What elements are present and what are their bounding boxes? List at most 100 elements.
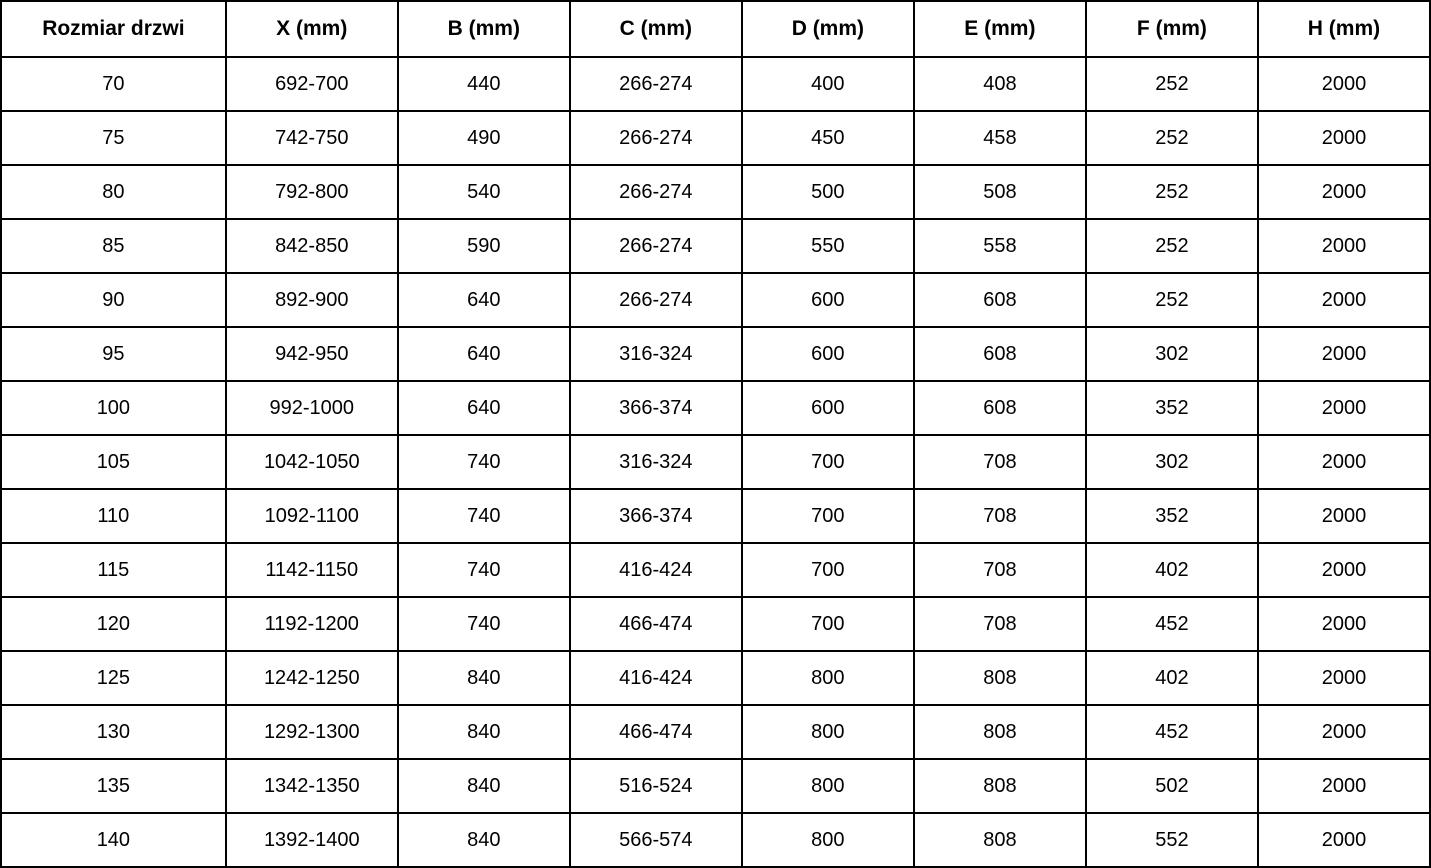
table-cell: 500 [740, 164, 915, 220]
table-cell: 1192-1200 [224, 596, 399, 652]
table-cell: 408 [912, 56, 1087, 112]
table-cell: 700 [740, 434, 915, 490]
table-cell: 608 [912, 272, 1087, 328]
table-cell: 800 [740, 758, 915, 814]
table-cell: 608 [912, 380, 1087, 436]
table-cell: 110 [0, 488, 227, 544]
table-cell: 708 [912, 542, 1087, 598]
table-cell: 800 [740, 650, 915, 706]
table-cell: 800 [740, 812, 915, 868]
table-cell: 85 [0, 218, 227, 274]
table-cell: 1342-1350 [224, 758, 399, 814]
table-cell: 800 [740, 704, 915, 760]
table-cell: 416-424 [568, 650, 743, 706]
table-cell: 502 [1084, 758, 1259, 814]
table-cell: 2000 [1256, 812, 1431, 868]
table-cell: 302 [1084, 326, 1259, 382]
table-cell: 692-700 [224, 56, 399, 112]
table-header: Rozmiar drzwi X (mm) B (mm) C (mm) D (mm) E (… [0, 0, 1431, 58]
table-cell: 458 [912, 110, 1087, 166]
table-cell: 608 [912, 326, 1087, 382]
table-cell: 266-274 [568, 272, 743, 328]
table-cell: 120 [0, 596, 227, 652]
table-row: 105 1042-1050 740 316-324 700 708 302 2000 [0, 434, 1431, 490]
table-row: 80 792-800 540 266-274 500 508 252 2000 [0, 164, 1431, 220]
table-cell: 2000 [1256, 542, 1431, 598]
table-cell: 402 [1084, 542, 1259, 598]
table-cell: 266-274 [568, 218, 743, 274]
table-cell: 440 [396, 56, 571, 112]
table-cell: 640 [396, 380, 571, 436]
table-cell: 2000 [1256, 596, 1431, 652]
table-cell: 1242-1250 [224, 650, 399, 706]
table-cell: 252 [1084, 272, 1259, 328]
table-cell: 252 [1084, 164, 1259, 220]
table-cell: 708 [912, 596, 1087, 652]
table-row: 95 942-950 640 316-324 600 608 302 2000 [0, 326, 1431, 382]
table-cell: 558 [912, 218, 1087, 274]
table-cell: 590 [396, 218, 571, 274]
table-cell: 808 [912, 650, 1087, 706]
table-cell: 466-474 [568, 704, 743, 760]
table-cell: 95 [0, 326, 227, 382]
table-cell: 400 [740, 56, 915, 112]
table-cell: 2000 [1256, 380, 1431, 436]
table-cell: 466-474 [568, 596, 743, 652]
table-cell: 352 [1084, 380, 1259, 436]
table-cell: 2000 [1256, 164, 1431, 220]
table-cell: 316-324 [568, 434, 743, 490]
table-row: 125 1242-1250 840 416-424 800 808 402 2000 [0, 650, 1431, 706]
table-cell: 600 [740, 272, 915, 328]
table-row: 120 1192-1200 740 466-474 700 708 452 2000 [0, 596, 1431, 652]
table-cell: 2000 [1256, 218, 1431, 274]
column-header: F (mm) [1084, 0, 1259, 58]
table-cell: 135 [0, 758, 227, 814]
table-cell: 266-274 [568, 56, 743, 112]
table-cell: 540 [396, 164, 571, 220]
table-cell: 842-850 [224, 218, 399, 274]
table-row: 85 842-850 590 266-274 550 558 252 2000 [0, 218, 1431, 274]
column-header: D (mm) [740, 0, 915, 58]
table-cell: 2000 [1256, 650, 1431, 706]
table-cell: 708 [912, 434, 1087, 490]
column-header: X (mm) [224, 0, 399, 58]
table-row: 115 1142-1150 740 416-424 700 708 402 2000 [0, 542, 1431, 598]
table-cell: 840 [396, 758, 571, 814]
table-row: 90 892-900 640 266-274 600 608 252 2000 [0, 272, 1431, 328]
table-cell: 2000 [1256, 56, 1431, 112]
table-cell: 452 [1084, 704, 1259, 760]
table-cell: 552 [1084, 812, 1259, 868]
table-cell: 792-800 [224, 164, 399, 220]
table-cell: 450 [740, 110, 915, 166]
table-cell: 708 [912, 488, 1087, 544]
column-header: Rozmiar drzwi [0, 0, 227, 58]
column-header: B (mm) [396, 0, 571, 58]
table-cell: 992-1000 [224, 380, 399, 436]
table-cell: 266-274 [568, 164, 743, 220]
table-cell: 90 [0, 272, 227, 328]
column-header: E (mm) [912, 0, 1087, 58]
table-cell: 140 [0, 812, 227, 868]
table-cell: 892-900 [224, 272, 399, 328]
table-cell: 130 [0, 704, 227, 760]
table-cell: 600 [740, 326, 915, 382]
table-cell: 2000 [1256, 488, 1431, 544]
table-cell: 302 [1084, 434, 1259, 490]
table-row: 140 1392-1400 840 566-574 800 808 552 2000 [0, 812, 1431, 868]
table-cell: 1292-1300 [224, 704, 399, 760]
table-cell: 740 [396, 542, 571, 598]
table-cell: 1092-1100 [224, 488, 399, 544]
table-cell: 508 [912, 164, 1087, 220]
table-cell: 808 [912, 812, 1087, 868]
table-cell: 1392-1400 [224, 812, 399, 868]
table-cell: 75 [0, 110, 227, 166]
table-cell: 700 [740, 596, 915, 652]
table-cell: 808 [912, 758, 1087, 814]
table-cell: 840 [396, 650, 571, 706]
table-cell: 942-950 [224, 326, 399, 382]
table-cell: 740 [396, 434, 571, 490]
table-cell: 700 [740, 542, 915, 598]
table-cell: 125 [0, 650, 227, 706]
